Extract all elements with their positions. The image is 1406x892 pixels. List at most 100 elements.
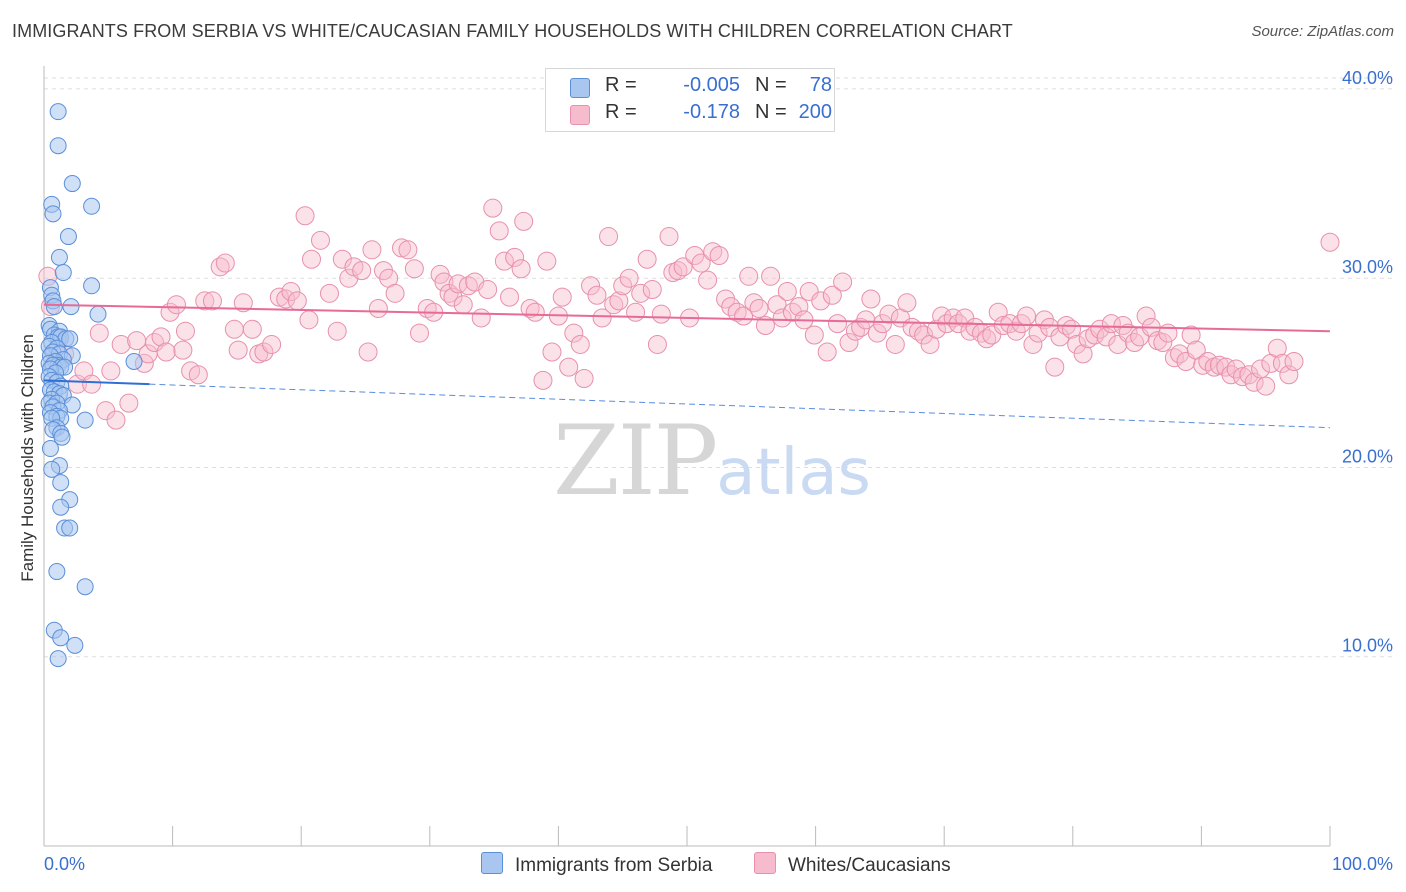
whites-point (817, 342, 837, 362)
whites-point (151, 327, 171, 347)
whites-point (872, 314, 892, 334)
whites-point (861, 289, 881, 309)
whites-point (604, 295, 624, 315)
serbia-point (61, 330, 79, 348)
whites-point (242, 319, 262, 339)
serbia-trend-line (43, 379, 150, 386)
whites-point (651, 304, 671, 324)
whites-point (537, 251, 557, 271)
whites-point (483, 198, 503, 218)
whites-point (1284, 351, 1304, 371)
whites-point (592, 308, 612, 328)
serbia-point (41, 440, 59, 458)
whites-point (977, 329, 997, 349)
whites-point (637, 249, 657, 269)
whites-point (749, 298, 769, 318)
whites-point (1050, 327, 1070, 347)
serbia-point (49, 103, 67, 121)
whites-point (613, 276, 633, 296)
stats-legend: R = -0.005 N = 78 R = -0.178 N = 200 (545, 68, 835, 132)
whites-point (1251, 359, 1271, 379)
y-tick-label: 10.0% (1342, 636, 1393, 656)
r-label: R = (605, 74, 637, 96)
whites-point (505, 247, 525, 267)
whites-point (1023, 334, 1043, 354)
r-value: -0.005 (683, 74, 740, 96)
r-label: R = (605, 101, 637, 123)
whites-point (119, 393, 139, 413)
whites-point (867, 323, 887, 343)
whites-point (668, 261, 688, 281)
whites-point (734, 306, 754, 326)
serbia-point (49, 650, 67, 668)
n-value: 200 (798, 101, 832, 123)
serbia-point (125, 352, 143, 370)
whites-point (434, 272, 454, 292)
chart-title: IMMIGRANTS FROM SERBIA VS WHITE/CAUCASIA… (12, 21, 1013, 41)
whites-point (385, 283, 405, 303)
whites-point (175, 321, 195, 341)
whites-point (879, 304, 899, 324)
whites-point (478, 280, 498, 300)
whites-point (1153, 333, 1173, 353)
whites-point (542, 342, 562, 362)
whites-point (619, 268, 639, 288)
whites-point (202, 291, 222, 311)
whites-point (195, 291, 215, 311)
series-whites-points (38, 198, 1340, 430)
n-value: 78 (809, 74, 832, 96)
serbia-point (83, 277, 101, 295)
whites-point (1017, 306, 1037, 326)
whites-point (1045, 357, 1065, 377)
whites-swatch (570, 105, 590, 125)
legend-item-whites[interactable]: Whites/Caucasians (754, 852, 951, 876)
whites-point (685, 245, 705, 265)
whites-point (352, 261, 372, 281)
whites-point (1320, 232, 1340, 252)
whites-point (533, 370, 553, 390)
whites-point (691, 253, 711, 273)
whites-point (1164, 348, 1184, 368)
whites-point (233, 293, 253, 313)
whites-point (319, 283, 339, 303)
serbia-point (44, 205, 62, 223)
whites-point (1090, 319, 1110, 339)
whites-point (101, 361, 121, 381)
serbia-trend-extension (149, 383, 1331, 429)
whites-point (642, 280, 662, 300)
serbia-point (52, 629, 70, 647)
whites-point (564, 323, 584, 343)
whites-point (744, 293, 764, 313)
trend-lines (43, 303, 1331, 429)
whites-point (301, 249, 321, 269)
serbia-point (52, 474, 70, 492)
whites-point (804, 325, 824, 345)
whites-point (570, 334, 590, 354)
whites-point (1193, 355, 1213, 375)
whites-point (1040, 317, 1060, 337)
watermark: ZIPatlas (553, 405, 871, 517)
whites-point (262, 334, 282, 354)
whites-point (368, 298, 388, 318)
whites-point (574, 369, 594, 389)
whites-point (358, 342, 378, 362)
whites-point (559, 357, 579, 377)
whites-point (914, 325, 934, 345)
tick-labels: 10.0% 20.0% 30.0% 40.0% 0.0% 100.0% (44, 68, 1393, 874)
whites-point (772, 308, 792, 328)
whites-point (295, 206, 315, 226)
whites-point (960, 321, 980, 341)
whites-point (310, 230, 330, 250)
whites-point (254, 342, 274, 362)
legend-item-serbia[interactable]: Immigrants from Serbia (481, 852, 712, 876)
whites-point (520, 298, 540, 318)
axes (43, 66, 1331, 847)
whites-legend-swatch (754, 852, 776, 874)
serbia-point (43, 460, 61, 478)
whites-point (626, 302, 646, 322)
y-tick-label: 30.0% (1342, 257, 1393, 277)
watermark-atlas: atlas (716, 436, 871, 510)
serbia-point (89, 305, 107, 323)
whites-point (631, 283, 651, 303)
x-tick-label: 0.0% (44, 854, 85, 874)
